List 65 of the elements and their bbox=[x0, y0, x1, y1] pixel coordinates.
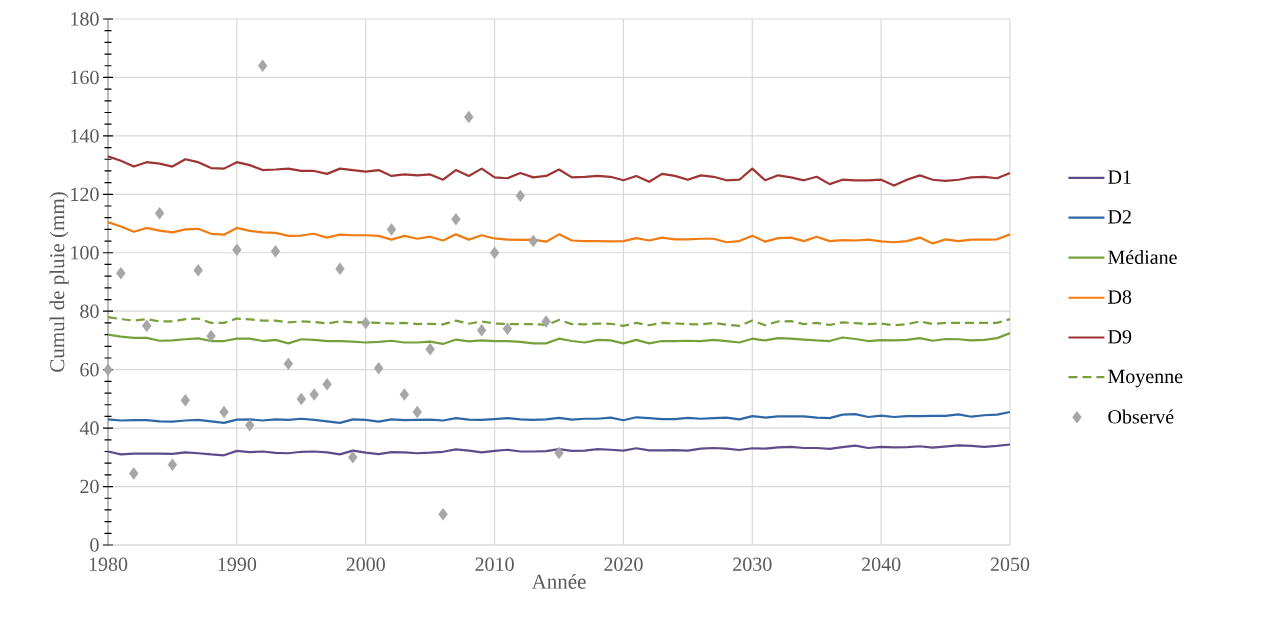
point bbox=[361, 316, 371, 330]
point bbox=[141, 319, 152, 333]
y-tick-label: 180 bbox=[71, 12, 99, 26]
point bbox=[335, 262, 345, 276]
point bbox=[283, 357, 294, 371]
point bbox=[412, 405, 422, 419]
legend-label: Médiane bbox=[1108, 249, 1177, 265]
line-series bbox=[106, 155, 1012, 187]
point bbox=[180, 394, 191, 407]
line-series bbox=[106, 220, 1012, 245]
point bbox=[309, 388, 319, 401]
x-tick-label: 2040 bbox=[862, 557, 901, 572]
point bbox=[554, 446, 564, 460]
y-axis-title: Cumul de pluie (mm) bbox=[49, 192, 69, 372]
point bbox=[116, 267, 126, 280]
point bbox=[399, 388, 410, 401]
legend-label: Moyenne bbox=[1108, 369, 1183, 388]
point bbox=[232, 243, 242, 257]
x-tick-label: 2010 bbox=[475, 557, 514, 572]
y-tick-label: 100 bbox=[71, 246, 99, 260]
point bbox=[206, 329, 216, 343]
point bbox=[322, 378, 332, 391]
point bbox=[528, 234, 538, 248]
point bbox=[193, 264, 203, 277]
point bbox=[129, 467, 139, 480]
y-tick-label: 0 bbox=[90, 538, 99, 552]
point bbox=[438, 508, 448, 521]
y-tick-label: 140 bbox=[71, 129, 99, 143]
legend-label: D2 bbox=[1108, 210, 1131, 224]
point bbox=[489, 246, 500, 259]
point bbox=[270, 245, 281, 258]
point bbox=[502, 322, 513, 335]
y-tick-label: 80 bbox=[80, 304, 99, 318]
point bbox=[425, 343, 435, 356]
x-tick-label: 1980 bbox=[89, 557, 128, 572]
point bbox=[464, 110, 474, 124]
legend-label: D1 bbox=[1108, 170, 1131, 184]
point bbox=[386, 223, 397, 236]
point bbox=[245, 418, 255, 432]
legend-label: Observé bbox=[1108, 409, 1174, 424]
x-tick-label: 2000 bbox=[346, 557, 385, 572]
point bbox=[219, 405, 229, 419]
y-tick-label: 160 bbox=[71, 70, 99, 85]
point bbox=[296, 392, 306, 406]
x-tick-label: 1990 bbox=[218, 557, 257, 572]
point bbox=[348, 451, 358, 464]
point bbox=[373, 362, 384, 375]
y-tick-label: 40 bbox=[79, 421, 99, 435]
y-tick-label: 120 bbox=[71, 187, 99, 202]
point bbox=[515, 189, 526, 202]
point bbox=[451, 212, 461, 226]
point bbox=[257, 59, 268, 72]
legend-label: D9 bbox=[1108, 330, 1132, 344]
x-tick-label: 2030 bbox=[733, 557, 772, 572]
legend-label: D8 bbox=[1108, 290, 1132, 304]
point bbox=[476, 324, 487, 337]
point bbox=[541, 315, 551, 328]
point bbox=[154, 207, 165, 220]
y-tick-label: 20 bbox=[80, 479, 99, 494]
point bbox=[167, 458, 178, 471]
x-tick-label: 2020 bbox=[604, 557, 643, 572]
point bbox=[103, 363, 113, 376]
y-tick-label: 60 bbox=[80, 362, 99, 377]
x-tick-label: 2050 bbox=[990, 557, 1030, 572]
x-axis-title: Année bbox=[531, 573, 586, 589]
